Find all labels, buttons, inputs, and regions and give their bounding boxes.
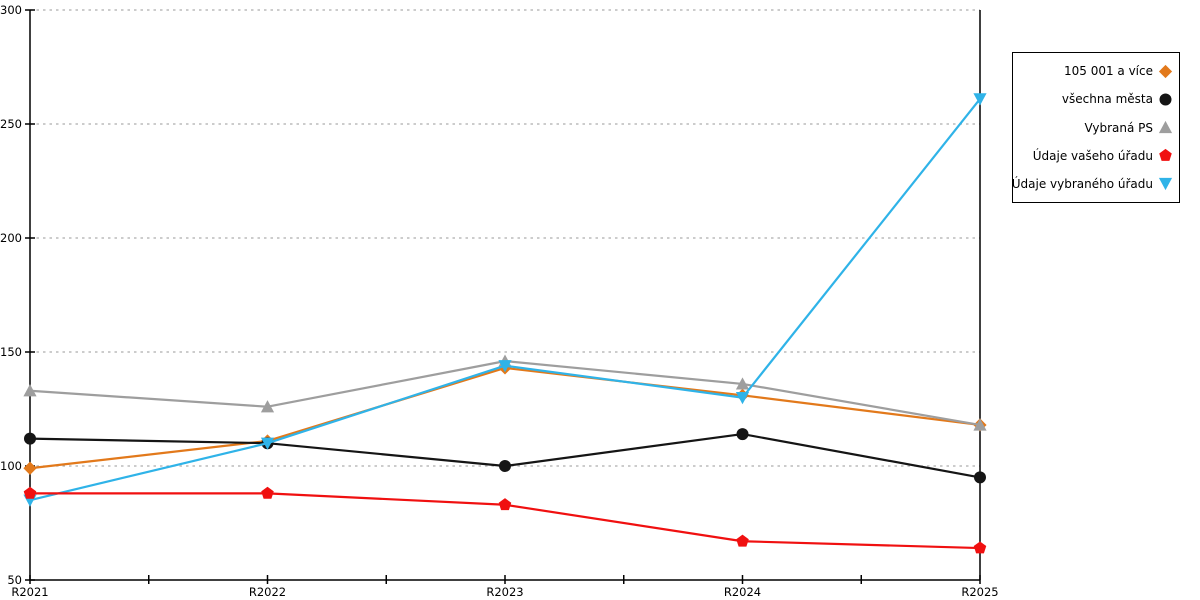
data-point bbox=[261, 486, 274, 499]
data-point bbox=[736, 428, 749, 441]
data-point bbox=[973, 418, 987, 431]
legend-item: 105 001 a více bbox=[1017, 57, 1173, 85]
data-point bbox=[498, 360, 512, 373]
y-tick-label: 300 bbox=[0, 3, 22, 17]
data-point bbox=[736, 534, 749, 547]
data-point bbox=[973, 93, 987, 106]
legend-label: Údaje vašeho úřadu bbox=[1032, 148, 1153, 163]
legend-item: všechna města bbox=[1017, 85, 1173, 113]
data-point bbox=[23, 486, 37, 499]
diamond-legend-icon bbox=[1158, 64, 1173, 78]
x-tick-label: R2022 bbox=[249, 585, 286, 599]
x-tick-label: R2025 bbox=[961, 585, 998, 599]
data-point bbox=[23, 461, 37, 475]
legend: 105 001 a více všechna města Vybraná PS Úda… bbox=[1012, 52, 1180, 203]
series-line-5 bbox=[29, 98, 981, 502]
data-point bbox=[260, 437, 275, 450]
y-tick-label: 200 bbox=[0, 231, 22, 245]
triangle-up-legend-icon bbox=[1158, 120, 1173, 134]
data-point bbox=[499, 460, 511, 472]
data-point bbox=[23, 384, 37, 397]
legend-item: Vybraná PS bbox=[1017, 113, 1173, 141]
y-tick-label: 150 bbox=[0, 345, 22, 359]
data-point bbox=[24, 432, 36, 445]
series-line-1 bbox=[29, 366, 981, 470]
legend-item: Údaje vybraného úřadu bbox=[1012, 170, 1173, 198]
data-point bbox=[260, 400, 275, 413]
y-tick-label: 250 bbox=[0, 117, 22, 131]
y-tick-label: 50 bbox=[7, 573, 22, 587]
legend-label: Vybraná PS bbox=[1084, 120, 1153, 135]
pentagon-legend-icon bbox=[1159, 149, 1172, 162]
x-tick-label: R2024 bbox=[724, 585, 761, 599]
y-tick-label: 100 bbox=[0, 459, 22, 473]
data-point bbox=[498, 498, 512, 511]
circle-legend-icon bbox=[1159, 93, 1172, 106]
legend-label: 105 001 a více bbox=[1063, 64, 1153, 79]
data-point bbox=[735, 377, 750, 390]
legend-label: všechna města bbox=[1061, 92, 1153, 107]
legend-label: Údaje vybraného úřadu bbox=[1011, 176, 1153, 191]
data-point bbox=[973, 541, 987, 554]
triangle-down-legend-icon bbox=[1158, 178, 1173, 191]
data-point bbox=[735, 391, 750, 405]
x-tick-label: R2023 bbox=[486, 585, 523, 599]
data-point bbox=[974, 471, 986, 484]
legend-item: Údaje vašeho úřadu bbox=[1017, 142, 1173, 170]
x-tick-label: R2021 bbox=[11, 585, 48, 599]
